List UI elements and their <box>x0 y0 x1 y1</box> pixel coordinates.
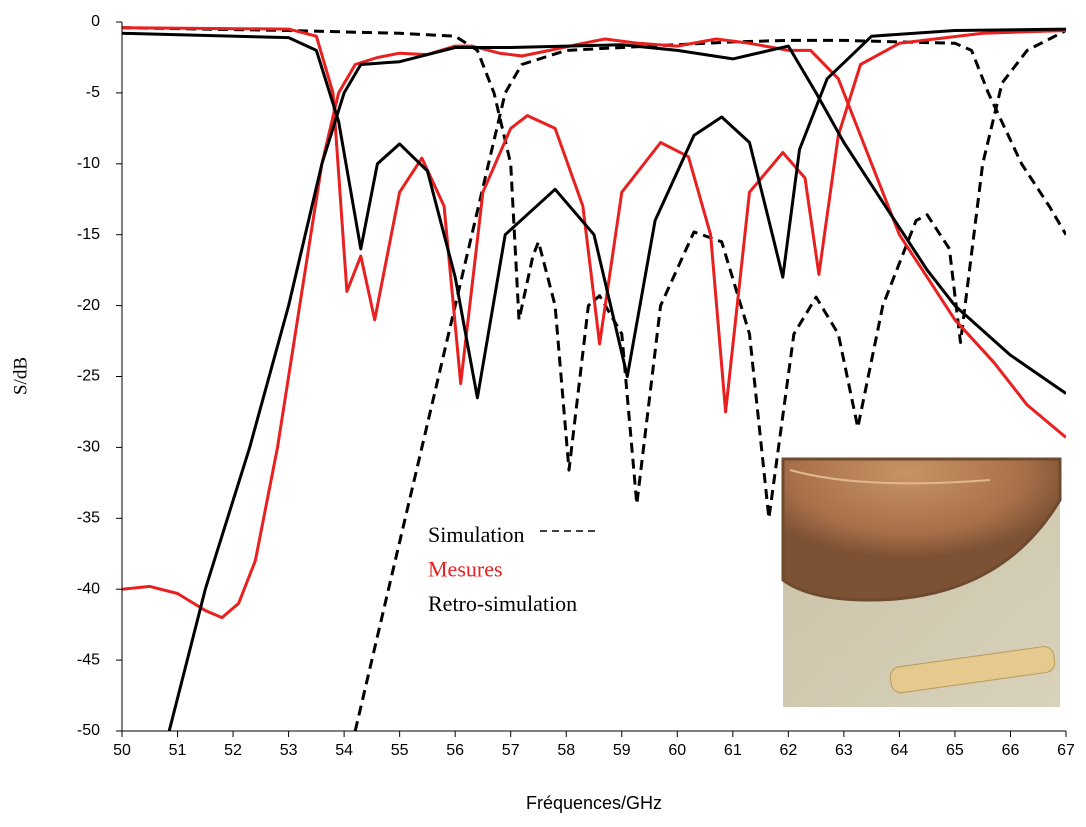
legend-label: Mesures <box>428 557 503 582</box>
y-tick-label: -15 <box>77 226 100 243</box>
x-tick-label: 56 <box>446 742 464 759</box>
x-axis-label: Fréquences/GHz <box>526 793 662 813</box>
series-line <box>122 27 1066 400</box>
y-tick-label: -30 <box>77 439 100 456</box>
y-tick-label: 0 <box>91 13 100 30</box>
x-tick-label: 57 <box>502 742 520 759</box>
y-tick-label: -5 <box>86 84 100 101</box>
series-line <box>122 26 1066 414</box>
y-axis-label: S/dB <box>10 357 31 395</box>
x-tick-label: 58 <box>557 742 575 759</box>
x-tick-label: 51 <box>169 742 187 759</box>
legend-label: Simulation <box>428 522 525 547</box>
y-tick-label: -20 <box>77 297 100 314</box>
x-tick-label: 66 <box>1002 742 1020 759</box>
y-tick-label: -10 <box>77 155 100 172</box>
x-tick-label: 55 <box>391 742 409 759</box>
x-tick-label: 50 <box>113 742 131 759</box>
series-line <box>122 37 1066 620</box>
x-tick-label: 63 <box>835 742 853 759</box>
x-tick-label: 65 <box>946 742 964 759</box>
y-tick-label: -40 <box>77 580 100 597</box>
x-tick-label: 64 <box>891 742 909 759</box>
y-tick-label: -45 <box>77 651 100 668</box>
inset-photo <box>781 457 1062 707</box>
y-tick-label: -50 <box>77 722 100 739</box>
legend-label: Retro-simulation <box>428 591 577 616</box>
x-tick-label: 62 <box>779 742 797 759</box>
series-line <box>167 43 1066 731</box>
x-tick-label: 53 <box>280 742 298 759</box>
y-tick-label: -35 <box>77 510 100 527</box>
x-tick-label: 59 <box>613 742 631 759</box>
plot-area <box>122 26 1066 731</box>
x-tick-label: 54 <box>335 742 353 759</box>
x-tick-label: 52 <box>224 742 242 759</box>
x-tick-label: 67 <box>1057 742 1075 759</box>
x-tick-label: 61 <box>724 742 742 759</box>
x-tick-label: 60 <box>668 742 686 759</box>
y-tick-label: -25 <box>77 368 100 385</box>
